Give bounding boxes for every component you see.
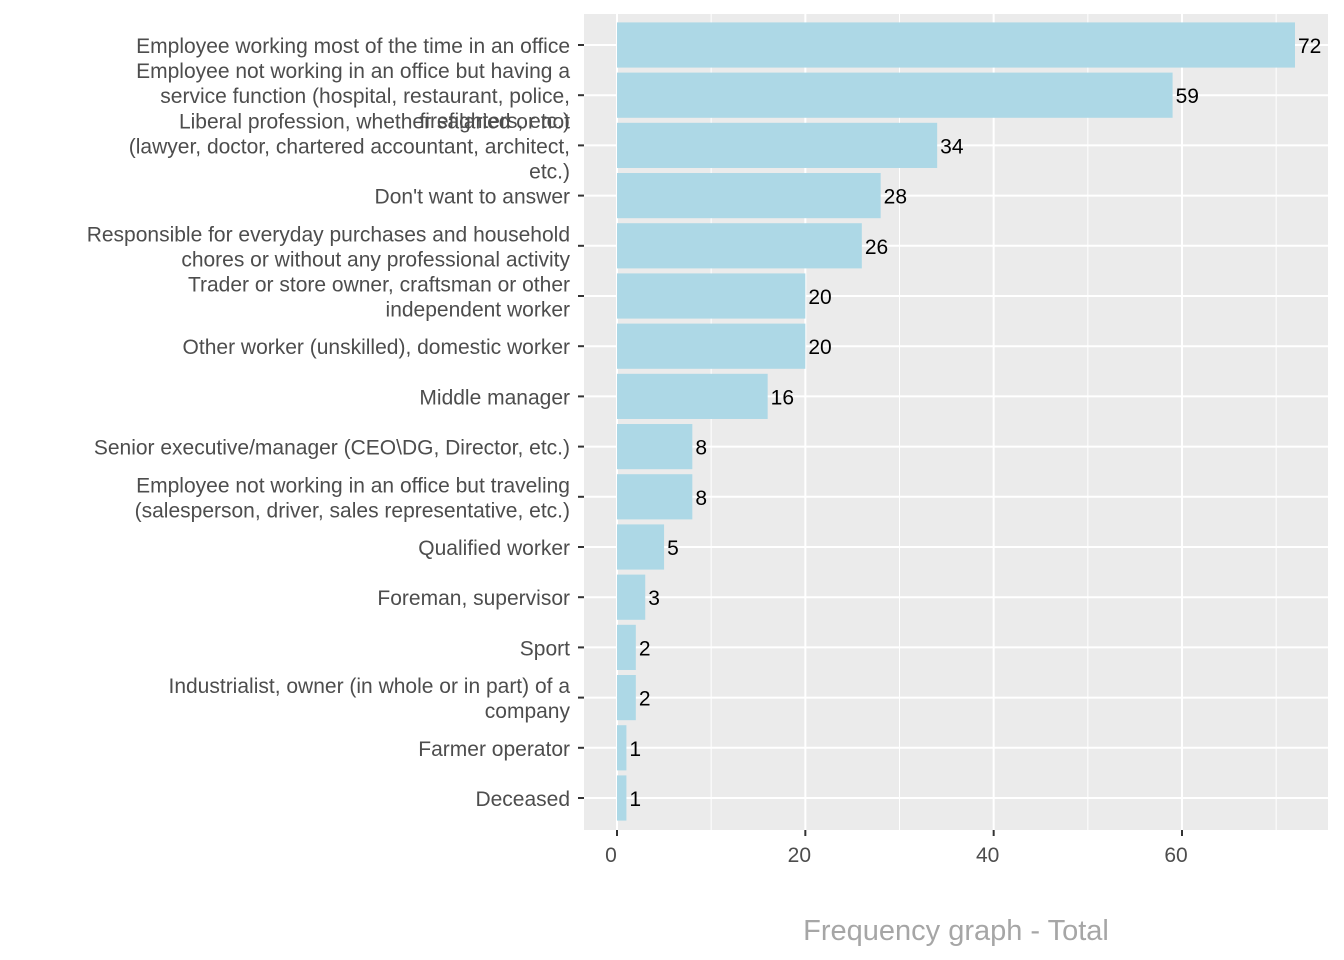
y-tick-label-line: Employee not working in an office but tr…: [136, 474, 570, 497]
bar: [617, 624, 636, 670]
y-tick-label: Other worker (unskilled), domestic worke…: [183, 336, 570, 359]
y-tick-label-line: Don't want to answer: [375, 186, 570, 209]
bar: [617, 273, 806, 319]
bar: [617, 173, 881, 219]
y-tick-label-line: firefighters, etc.): [419, 110, 570, 133]
y-axis: Employee working most of the time in an …: [87, 35, 584, 811]
y-tick-label-line: Qualified worker: [418, 537, 570, 560]
x-tick-label: 60: [1164, 844, 1187, 867]
y-tick-label: Industrialist, owner (in whole or in par…: [168, 675, 570, 723]
y-tick-label: Employee working most of the time in an …: [136, 35, 570, 58]
x-tick-label: 0: [605, 844, 617, 867]
y-tick-label-line: Deceased: [475, 788, 570, 811]
y-tick-label-line: Senior executive/manager (CEO\DG, Direct…: [94, 437, 570, 460]
bar: [617, 373, 768, 419]
y-tick-label-line: etc.): [529, 160, 570, 183]
bar: [617, 424, 693, 470]
y-tick-label-line: Responsible for everyday purchases and h…: [87, 223, 570, 246]
data-label: 1: [629, 788, 641, 811]
data-label: 20: [808, 286, 831, 309]
data-label: 59: [1176, 85, 1199, 108]
data-labels: 72 59 34 28 26 20 20 16 8 8 5 3 2 2 1 1: [629, 35, 1321, 811]
bar: [617, 675, 636, 721]
y-tick-label-line: independent worker: [386, 299, 570, 322]
y-tick-label: Deceased: [475, 788, 570, 811]
y-tick-label: Liberal profession, whether salaried or …: [129, 110, 570, 183]
bar: [617, 72, 1173, 118]
data-label: 8: [695, 437, 707, 460]
y-tick-label: Sport: [520, 637, 570, 660]
x-tick-label: 20: [788, 844, 811, 867]
y-tick-label-line: (lawyer, doctor, chartered accountant, a…: [129, 135, 570, 158]
y-tick-label: Don't want to answer: [375, 186, 570, 209]
y-tick-label-line: Liberal profession, whether salaried or …: [179, 110, 570, 133]
bar: [617, 474, 693, 520]
bar: [617, 22, 1295, 68]
y-tick-label-line: Sport: [520, 637, 570, 660]
y-tick-label-line: Farmer operator: [418, 738, 570, 761]
y-tick-label-line: service function (hospital, restaurant, …: [160, 85, 570, 108]
data-label: 26: [865, 236, 888, 259]
bar: [617, 323, 806, 369]
chart-title: Frequency graph - Total: [803, 915, 1109, 947]
y-tick-label-line: Industrialist, owner (in whole or in par…: [168, 675, 570, 698]
y-tick-label: Senior executive/manager (CEO\DG, Direct…: [94, 437, 570, 460]
bar: [617, 223, 862, 269]
y-tick-label: Qualified worker: [418, 537, 570, 560]
data-label: 3: [648, 587, 660, 610]
y-tick-label-line: company: [485, 700, 571, 723]
y-tick-label-line: Middle manager: [419, 386, 570, 409]
y-tick-label: Middle manager: [419, 386, 570, 409]
data-label: 8: [695, 487, 707, 510]
y-tick-label-line: Trader or store owner, craftsman or othe…: [188, 274, 570, 297]
data-label: 34: [940, 135, 964, 158]
x-tick-label: 40: [976, 844, 999, 867]
y-tick-label-line: Employee not working in an office but ha…: [136, 60, 570, 83]
data-label: 2: [639, 688, 651, 711]
y-tick-label: Farmer operator: [418, 738, 570, 761]
bar: [617, 122, 938, 168]
y-tick-label-line: (salesperson, driver, sales representati…: [135, 499, 570, 522]
data-label: 2: [639, 637, 651, 660]
y-tick-label-line: chores or without any professional activ…: [181, 248, 570, 271]
bars: [617, 22, 1295, 821]
data-label: 28: [884, 186, 907, 209]
data-label: 1: [629, 738, 641, 761]
x-axis: 0 20 40 60: [605, 830, 1188, 867]
y-tick-label-line: Foreman, supervisor: [377, 587, 570, 610]
y-tick-label: Trader or store owner, craftsman or othe…: [188, 274, 570, 322]
data-label: 20: [808, 336, 831, 359]
bar: [617, 775, 627, 821]
y-tick-label: Responsible for everyday purchases and h…: [87, 223, 571, 271]
y-tick-label-line: Employee working most of the time in an …: [136, 35, 570, 58]
y-tick-label: Employee not working in an office but ha…: [136, 60, 570, 133]
y-tick-label: Employee not working in an office but tr…: [135, 474, 570, 522]
data-label: 72: [1298, 35, 1321, 58]
bar: [617, 725, 627, 771]
data-label: 16: [771, 386, 794, 409]
bar: [617, 574, 646, 620]
y-tick-label-line: Other worker (unskilled), domestic worke…: [183, 336, 570, 359]
bar: [617, 524, 665, 570]
data-label: 5: [667, 537, 679, 560]
y-tick-label: Foreman, supervisor: [377, 587, 570, 610]
